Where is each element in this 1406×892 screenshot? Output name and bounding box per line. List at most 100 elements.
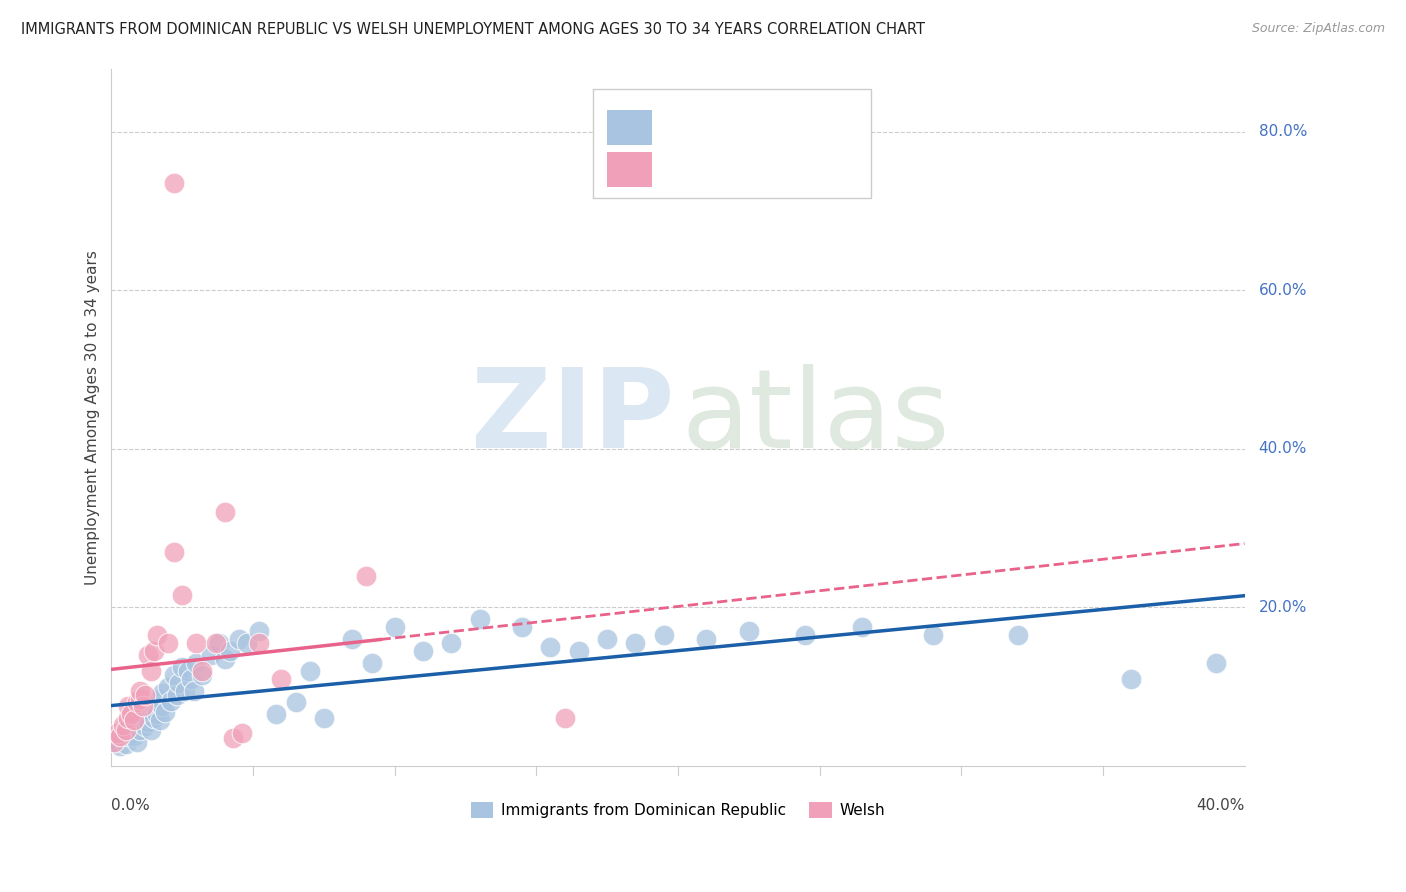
Point [163,177,186,191]
Point [214,505,236,519]
Text: Source: ZipAtlas.com: Source: ZipAtlas.com [1251,22,1385,36]
Point [1007,628,1029,642]
Point [108,739,131,753]
Point [131,710,153,724]
Point [117,699,139,714]
Point [103,735,125,749]
Point [214,652,236,666]
Point [142,699,165,714]
Point [298,664,321,678]
Point [540,640,562,654]
Point [148,691,170,706]
Point [231,725,253,739]
Point [191,664,214,678]
Point [652,628,675,642]
Point [122,713,145,727]
Point [117,715,139,730]
Point [122,721,145,735]
Point [139,705,162,719]
Point [172,589,194,603]
Point [120,707,142,722]
Point [1205,656,1227,670]
Point [186,636,208,650]
Point [105,725,128,739]
Point [136,702,159,716]
Point [134,688,156,702]
Point [568,644,591,658]
Point [284,696,307,710]
Point [186,656,208,670]
Point [152,686,174,700]
Point [264,707,287,722]
Point [142,711,165,725]
Point [108,729,131,743]
Point [172,660,194,674]
Point [142,644,165,658]
Point [134,707,156,722]
Point [128,713,150,727]
Text: ZIP: ZIP [471,364,675,471]
Point [412,644,434,658]
Point [128,691,150,706]
Point [183,683,205,698]
Point [247,636,270,650]
Point [205,636,228,650]
Point [356,568,378,582]
Point [125,696,148,710]
Text: atlas: atlas [682,364,950,471]
Point [111,717,134,731]
Point [794,628,817,642]
Text: R = 0.549   N = 77: R = 0.549 N = 77 [664,119,820,136]
Point [922,628,945,642]
Point [340,632,363,646]
FancyBboxPatch shape [593,89,870,197]
Point [174,683,197,698]
Point [596,632,619,646]
Point [139,723,162,738]
Point [163,667,186,681]
Point [384,620,406,634]
Point [624,636,647,650]
Text: 0.0%: 0.0% [111,797,150,813]
Point [155,705,177,719]
Point [131,703,153,717]
Text: 40.0%: 40.0% [1258,442,1308,457]
Point [236,636,259,650]
Point [851,620,873,634]
Point [177,664,200,678]
Point [120,725,142,739]
Text: 40.0%: 40.0% [1197,797,1244,813]
Point [270,672,292,686]
Y-axis label: Unemployment Among Ages 30 to 34 years: Unemployment Among Ages 30 to 34 years [86,250,100,584]
Point [134,719,156,733]
Point [114,723,136,738]
Point [554,711,576,725]
Point [157,636,180,650]
Point [139,664,162,678]
Legend: Immigrants from Dominican Republic, Welsh: Immigrants from Dominican Republic, Wels… [464,797,891,824]
Point [163,545,186,559]
Text: R = 0.307   N = 31: R = 0.307 N = 31 [664,161,821,178]
Point [200,648,222,662]
Point [312,711,335,725]
Point [131,699,153,714]
Point [166,688,188,702]
Point [145,696,167,710]
Point [208,636,231,650]
Point [117,711,139,725]
Point [510,620,533,634]
Point [468,612,491,626]
Point [247,624,270,639]
Point [136,648,159,662]
Point [114,719,136,733]
Point [120,711,142,725]
Point [145,707,167,722]
Text: 80.0%: 80.0% [1258,124,1308,139]
Point [117,729,139,743]
Point [695,632,717,646]
Point [191,667,214,681]
Point [160,694,183,708]
Point [103,735,125,749]
Point [128,683,150,698]
Point [222,731,245,746]
